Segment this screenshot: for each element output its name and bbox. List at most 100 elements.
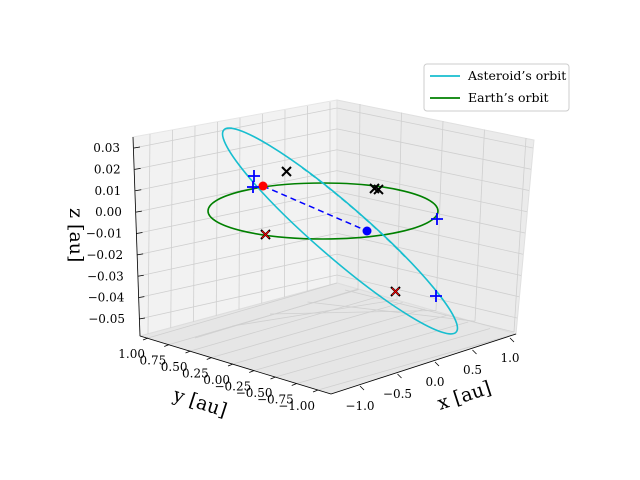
gridline <box>254 315 447 371</box>
x-tick-label: 1.0 <box>500 351 519 365</box>
asteroid-sun-connector <box>262 185 368 232</box>
z-tick-mark <box>135 189 142 192</box>
x-tick-mark <box>434 361 440 367</box>
x-axis-line <box>330 333 517 395</box>
gridline <box>136 191 338 234</box>
plus-marker <box>431 213 443 225</box>
z-tick-label: 0.03 <box>93 141 120 155</box>
plus-marker <box>247 181 259 193</box>
y-tick-label: −0.25 <box>214 380 251 394</box>
x-tick-mark <box>472 349 477 355</box>
z-tick-label: −0.01 <box>86 227 123 241</box>
z-tick-mark <box>134 167 141 170</box>
x-marker <box>373 184 384 195</box>
gridline <box>357 103 361 290</box>
z-axis-line <box>132 136 141 337</box>
gridline <box>193 125 196 322</box>
x-tick-label: 0.5 <box>463 363 482 377</box>
gridline <box>134 128 338 170</box>
x-tick-mark <box>509 337 515 343</box>
legend: Asteroid’s orbit Earth’s orbit <box>423 63 570 112</box>
legend-label-earth: Earth’s orbit <box>468 90 549 105</box>
z-tick-mark <box>136 232 143 234</box>
gridline <box>133 107 338 149</box>
z-tick-mark <box>133 146 141 149</box>
asteroid-orbit-hidden <box>301 167 409 261</box>
gridline <box>336 149 530 191</box>
y-tick-mark <box>312 389 319 393</box>
z-tick-label: 0.01 <box>95 184 122 198</box>
gridline <box>232 308 425 365</box>
gridline <box>344 289 515 333</box>
gridline <box>135 170 338 213</box>
z-tick-label: 0.02 <box>94 162 121 176</box>
gridline <box>190 295 381 352</box>
y-tick-mark <box>164 344 170 347</box>
gridline <box>238 117 241 310</box>
x-tick-label: 0.0 <box>425 375 444 389</box>
gridline <box>261 113 263 304</box>
gridline <box>336 232 522 276</box>
x-markers <box>260 166 401 297</box>
y-tick-mark <box>249 370 255 373</box>
gridline <box>147 133 151 335</box>
gridline <box>474 129 485 322</box>
gridline <box>336 107 534 149</box>
gridline <box>296 328 491 384</box>
gridlines <box>133 102 534 391</box>
z-tick-label: −0.03 <box>87 269 124 283</box>
x-marker <box>281 166 292 177</box>
gridline <box>513 137 527 333</box>
y-tick-mark <box>185 350 191 354</box>
z-tick-labels: 0.03 0.02 0.01 0.00 −0.01 −0.02 −0.03 −0.04 −0.0… <box>86 141 146 326</box>
y-tick-mark <box>291 383 297 386</box>
gridline <box>336 253 520 298</box>
gridline <box>336 191 526 234</box>
x-tick-mark <box>397 373 402 379</box>
legend-label-asteroid: Asteroid’s orbit <box>467 68 566 83</box>
gridline <box>284 109 286 298</box>
x-tick-labels: −1.0 −0.5 0.0 0.5 1.0 <box>345 337 520 413</box>
plus-marker <box>248 170 260 182</box>
y-tick-label: 0.50 <box>161 360 188 374</box>
gridline <box>275 321 469 378</box>
y-tick-mark <box>206 357 212 360</box>
z-axis-label: z [au] <box>65 208 87 262</box>
gridline <box>170 129 173 328</box>
x-marker <box>391 287 400 296</box>
z-tick-mark <box>137 274 144 277</box>
z-tick-mark <box>135 210 142 213</box>
x-tick-label: −0.5 <box>383 387 412 401</box>
gridline <box>336 274 518 319</box>
sun-marker <box>362 226 372 236</box>
z-tick-mark <box>138 296 145 299</box>
x-tick-mark <box>359 385 365 391</box>
z-tick-label: 0.00 <box>95 205 122 219</box>
gridline <box>317 334 513 391</box>
gridline <box>215 121 218 316</box>
gridline <box>269 310 437 315</box>
gridline <box>336 211 524 255</box>
y-tick-label: 0.25 <box>182 367 209 381</box>
y-tick-labels: 1.000.750.500.250.00−0.25−0.50−0.75−1.00 <box>118 337 319 413</box>
y-tick-label: 1.00 <box>118 347 145 361</box>
gridline <box>137 211 338 256</box>
x-marker <box>261 230 270 239</box>
x-tick-label: −1.0 <box>345 399 374 413</box>
gridline <box>138 274 338 320</box>
y-tick-mark <box>227 363 234 367</box>
gridline <box>135 149 338 192</box>
gridline <box>396 112 402 300</box>
gridline <box>307 301 476 322</box>
z-tick-label: −0.02 <box>86 248 123 262</box>
z-tick-label: −0.04 <box>88 291 125 305</box>
y-tick-label: 0.00 <box>203 373 230 387</box>
plus-marker <box>430 290 442 302</box>
asteroid-marker <box>258 181 268 191</box>
gridline <box>336 170 528 213</box>
y-tick-label: −0.50 <box>236 386 273 400</box>
y-axis-line <box>139 335 332 395</box>
y-tick-mark <box>270 376 276 380</box>
y-tick-label: −0.75 <box>257 393 294 407</box>
gridline <box>336 128 532 170</box>
